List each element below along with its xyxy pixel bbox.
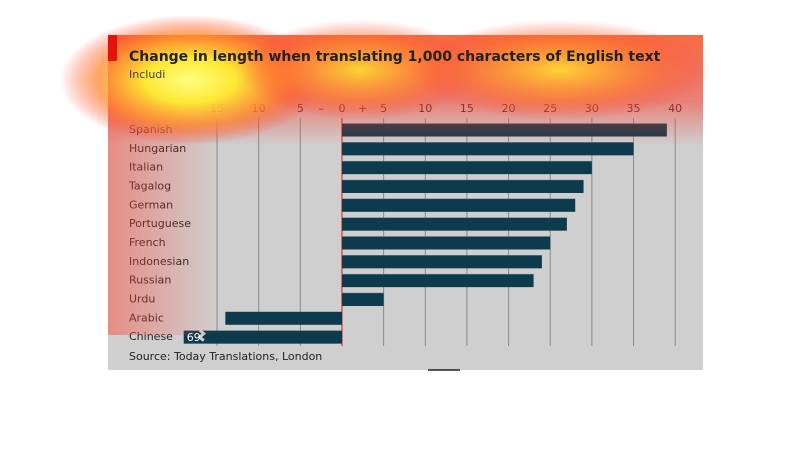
x-tick-label: 15 <box>460 102 474 115</box>
x-tick-label: 0 <box>338 102 345 115</box>
y-tick-label: German <box>129 198 173 211</box>
axis-sign: + <box>358 102 367 115</box>
bar <box>341 255 542 269</box>
brand-mark <box>108 35 117 61</box>
y-tick-label: Portuguese <box>129 217 191 230</box>
source: Source: Today Translations, London <box>129 350 322 363</box>
x-tick-label: 5 <box>380 102 387 115</box>
y-tick-label: Hungarian <box>129 142 186 155</box>
x-tick-label: 10 <box>252 102 266 115</box>
bar <box>341 217 567 231</box>
x-tick-label: 10 <box>418 102 432 115</box>
y-tick-label: Italian <box>129 161 163 174</box>
y-tick-label: Indonesian <box>129 255 189 268</box>
bar <box>341 179 584 193</box>
x-tick-label: 40 <box>668 102 682 115</box>
y-tick-label: Chinese <box>129 330 173 343</box>
bar <box>341 142 634 156</box>
bar <box>341 236 551 250</box>
x-tick-label: 35 <box>627 102 641 115</box>
bar <box>341 292 384 306</box>
x-tick-label: 25 <box>543 102 557 115</box>
y-tick-label: Spanish <box>129 123 172 136</box>
x-tick-label: 20 <box>502 102 516 115</box>
x-tick-label: 5 <box>297 102 304 115</box>
y-tick-label: Tagalog <box>128 179 171 192</box>
y-tick-label: Arabic <box>129 311 164 324</box>
chart-title: Change in length when translating 1,000 … <box>129 49 661 65</box>
y-tick-label: Russian <box>129 274 171 287</box>
bar <box>183 330 342 344</box>
bar <box>341 161 592 175</box>
value-label: 69 <box>187 331 201 344</box>
x-tick-label: 30 <box>585 102 599 115</box>
axis-sign: – <box>318 102 324 115</box>
chart-subtitle: Includi <box>129 68 165 81</box>
x-tick-label: 15 <box>210 102 224 115</box>
bar <box>341 274 534 288</box>
bar <box>341 123 667 137</box>
bar <box>341 198 576 212</box>
y-tick-label: Urdu <box>129 292 155 305</box>
y-tick-label: French <box>129 236 166 249</box>
bar <box>225 311 342 325</box>
